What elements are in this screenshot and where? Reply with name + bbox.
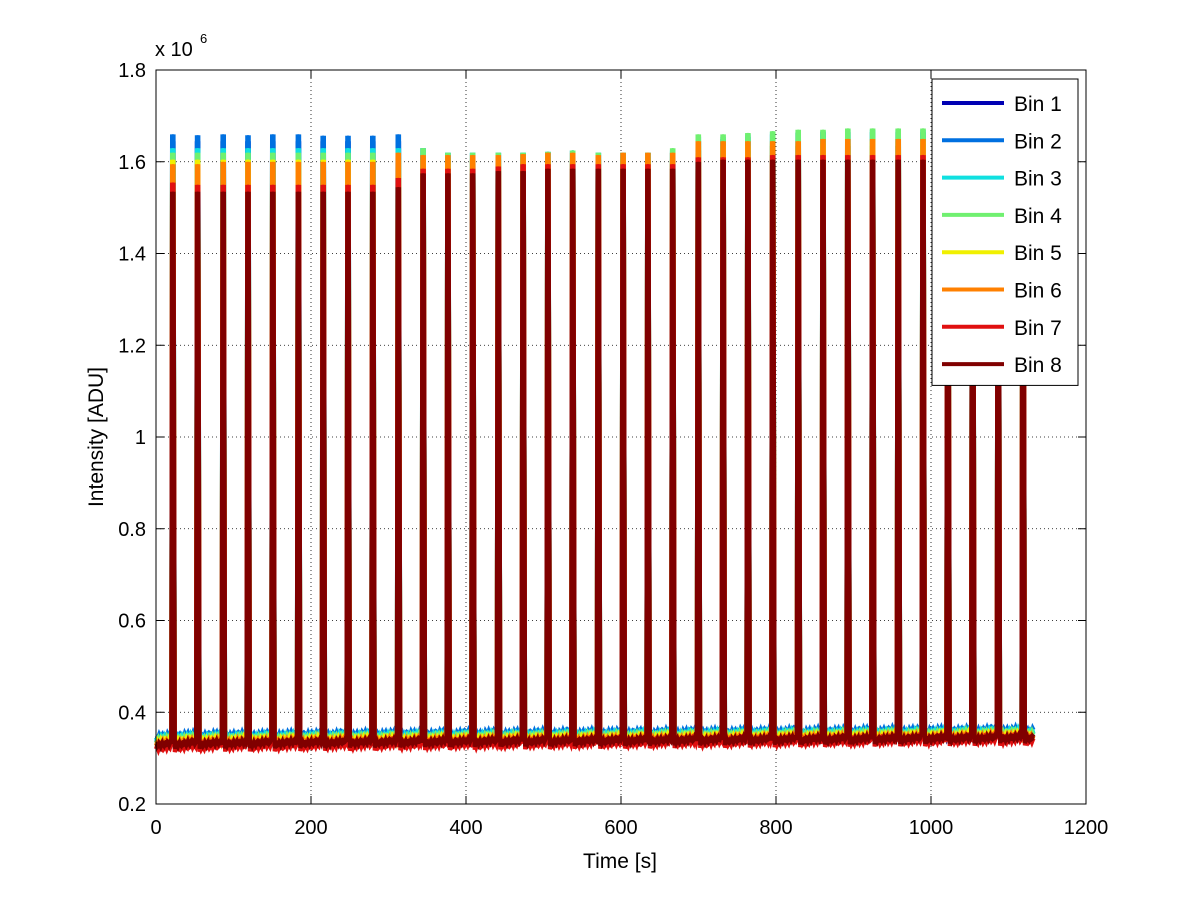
legend-entry: Bin 1 xyxy=(1014,93,1062,116)
legend-entry: Bin 2 xyxy=(1014,130,1062,153)
legend-entry: Bin 7 xyxy=(1014,317,1062,340)
series-group xyxy=(153,128,1036,757)
legend: Bin 1 Bin 2 Bin 3 Bin 4 Bin 5 Bin 6 Bin 7 Bin 8 xyxy=(931,78,1079,386)
legend-entry: Bin 3 xyxy=(1014,168,1062,191)
legend-box xyxy=(931,78,1079,386)
y-tick-labels: 0.2 0.4 0.6 0.8 1 1.2 1.4 1.6 1.8 xyxy=(118,60,146,816)
y-tick-label: 0.4 xyxy=(118,702,146,724)
x-tick-label: 1200 xyxy=(1064,817,1109,839)
y-tick-label: 1.2 xyxy=(118,335,146,357)
x-tick-label: 600 xyxy=(604,817,637,839)
x-tick-label: 800 xyxy=(759,817,792,839)
x-tick-label: 400 xyxy=(449,817,482,839)
y-exponent-label: 6 xyxy=(200,31,207,46)
legend-entry: Bin 8 xyxy=(1014,354,1062,377)
y-tick-label: 1.6 xyxy=(118,152,146,174)
y-tick-label: 0.8 xyxy=(118,519,146,541)
tick-marks xyxy=(155,69,1087,805)
y-tick-label: 0.2 xyxy=(118,794,146,816)
legend-entry: Bin 5 xyxy=(1014,242,1062,265)
y-tick-label: 1.4 xyxy=(118,244,146,266)
y-tick-label: 1.8 xyxy=(118,60,146,82)
legend-entry: Bin 4 xyxy=(1014,205,1062,228)
x-tick-labels: 0 200 400 600 800 1000 1200 xyxy=(150,817,1108,839)
x-tick-label: 0 xyxy=(150,817,161,839)
y-axis-label: Intensity [ADU] xyxy=(85,367,108,507)
x-tick-label: 200 xyxy=(294,817,327,839)
x-tick-label: 1000 xyxy=(909,817,954,839)
series-line-bin-8 xyxy=(154,159,1036,753)
legend-entry: Bin 6 xyxy=(1014,280,1062,303)
y-tick-label: 1 xyxy=(135,427,146,449)
y-tick-label: 0.6 xyxy=(118,611,146,633)
x-axis-label: Time [s] xyxy=(583,850,657,873)
y-multiplier-label: x 10 xyxy=(155,39,193,61)
